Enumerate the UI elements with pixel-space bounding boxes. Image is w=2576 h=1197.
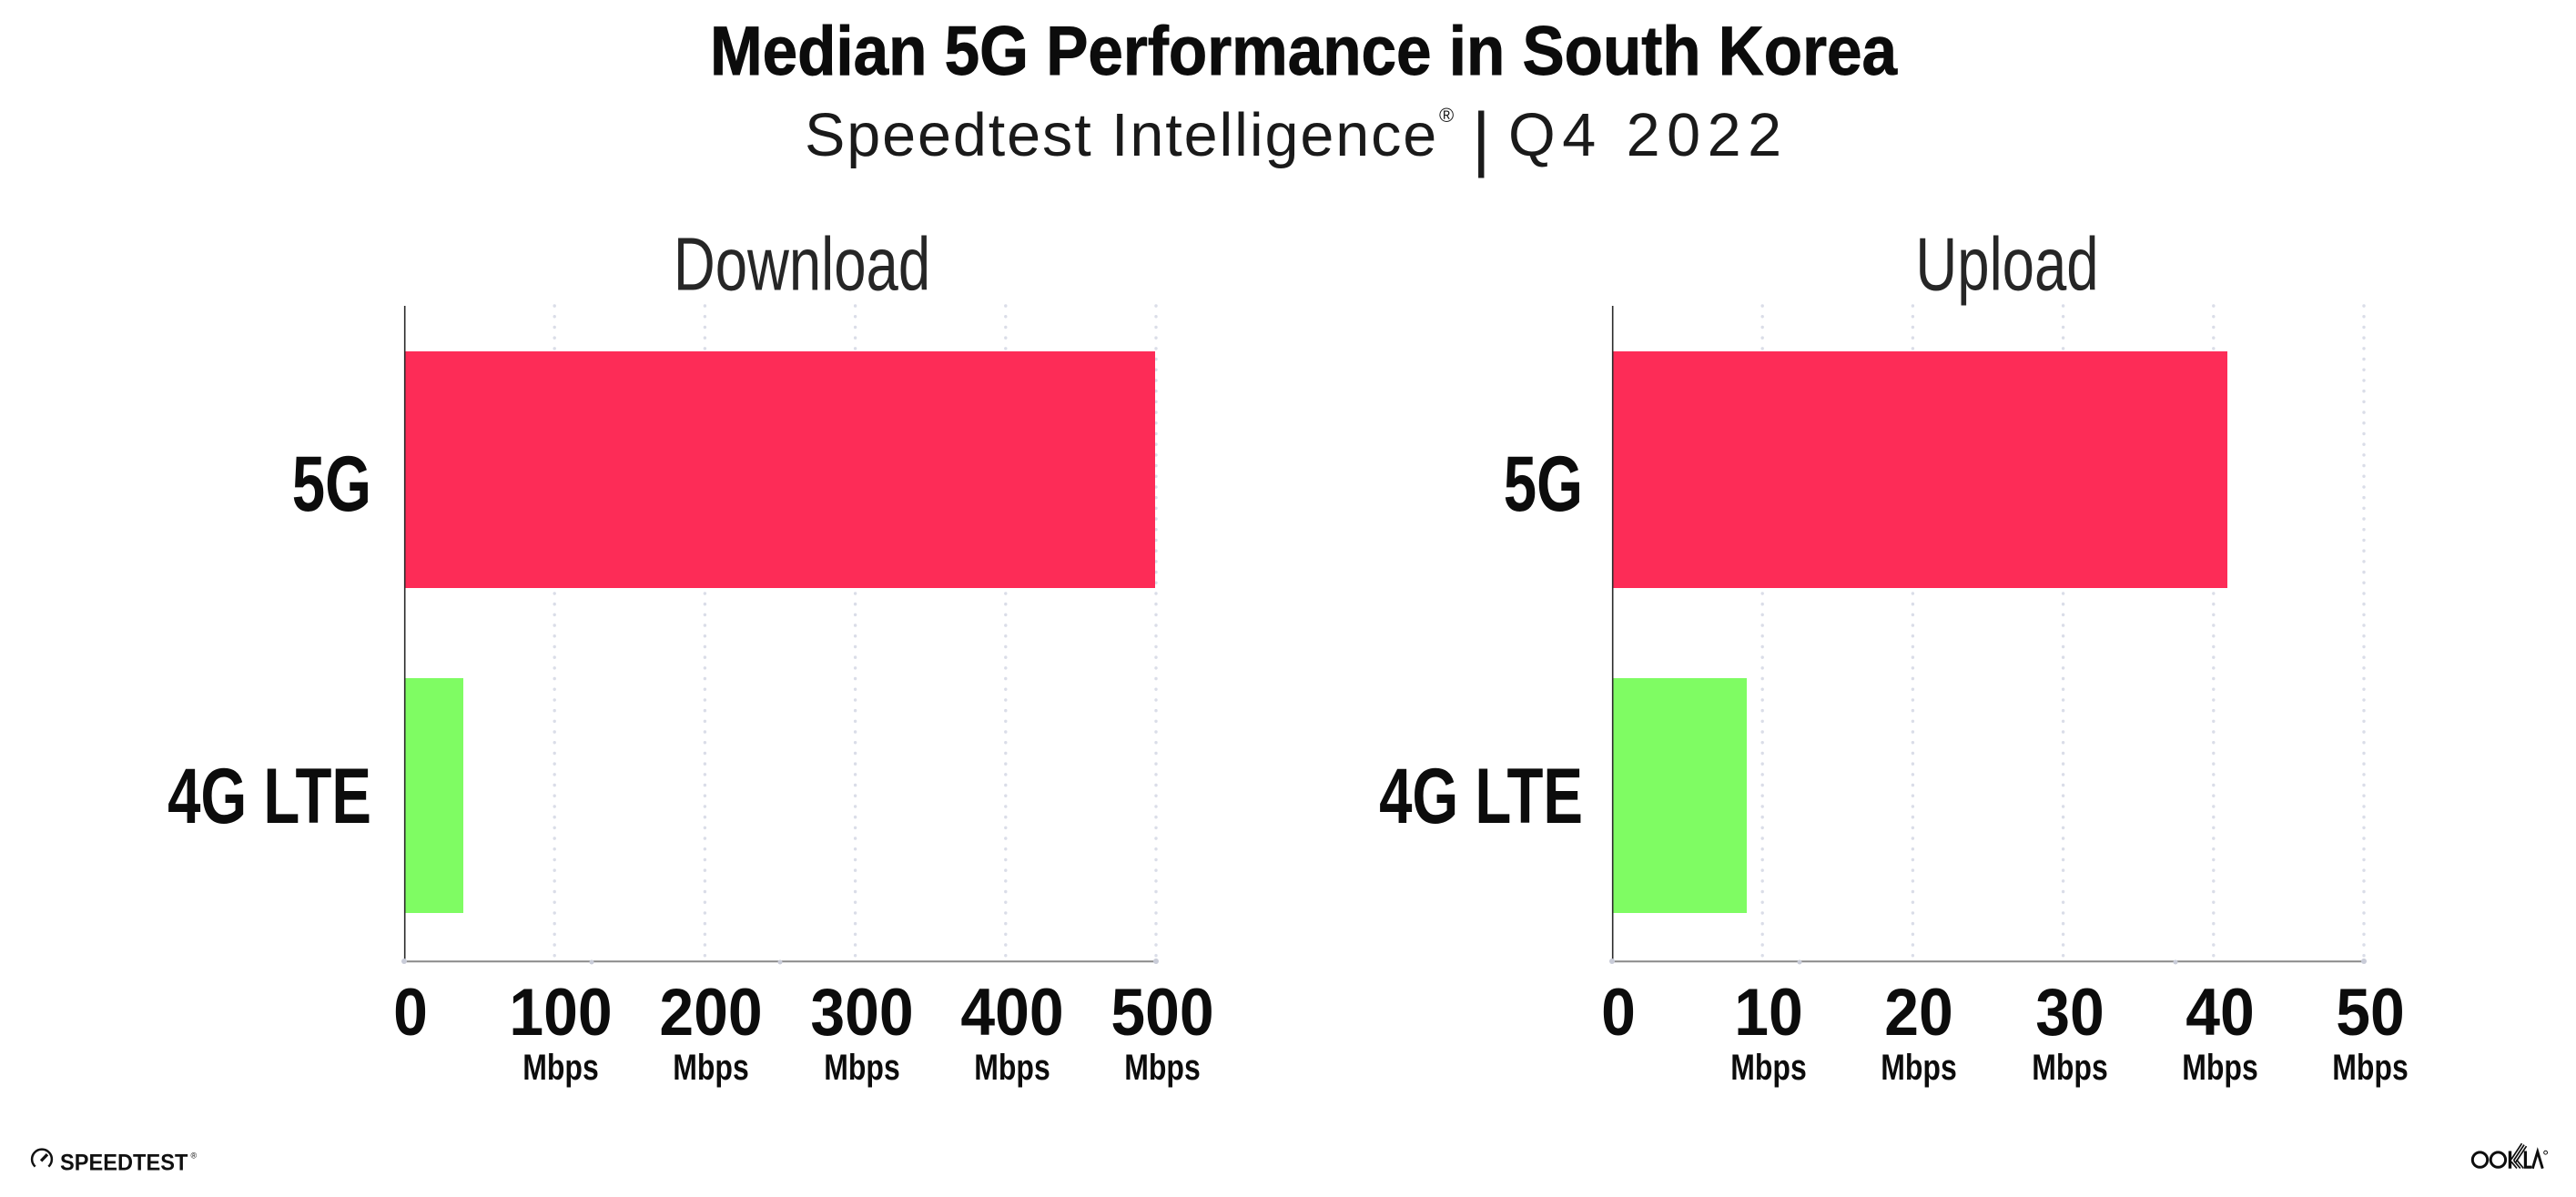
svg-text:Mbps: Mbps: [673, 1047, 749, 1088]
svg-text:Mbps: Mbps: [522, 1047, 599, 1088]
svg-text:200: 200: [659, 975, 762, 1050]
svg-text:0: 0: [393, 975, 428, 1050]
svg-text:300: 300: [810, 975, 913, 1050]
svg-text:|: |: [1472, 97, 1491, 178]
svg-text:100: 100: [509, 975, 612, 1050]
svg-text:Upload: Upload: [1915, 221, 2098, 306]
svg-text:400: 400: [960, 975, 1063, 1050]
svg-text:Mbps: Mbps: [1124, 1047, 1201, 1088]
svg-text:40: 40: [2186, 975, 2255, 1050]
svg-text:0: 0: [1601, 975, 1636, 1050]
svg-text:500: 500: [1111, 975, 1213, 1050]
svg-text:50: 50: [2336, 975, 2405, 1050]
svg-text:5G: 5G: [292, 441, 371, 528]
svg-text:Mbps: Mbps: [2032, 1047, 2108, 1088]
svg-text:®: ®: [1439, 104, 1454, 127]
svg-text:®: ®: [191, 1151, 198, 1161]
svg-text:Speedtest Intelligence: Speedtest Intelligence: [805, 102, 1438, 169]
svg-text:Mbps: Mbps: [2332, 1047, 2409, 1088]
svg-text:Mbps: Mbps: [974, 1047, 1050, 1088]
svg-text:4G LTE: 4G LTE: [167, 753, 371, 840]
svg-text:10: 10: [1734, 975, 1803, 1050]
svg-text:30: 30: [2035, 975, 2104, 1050]
svg-text:SPEEDTEST: SPEEDTEST: [60, 1151, 188, 1176]
svg-text:Mbps: Mbps: [1881, 1047, 1957, 1088]
svg-text:Mbps: Mbps: [1730, 1047, 1807, 1088]
svg-text:20: 20: [1884, 975, 1953, 1050]
svg-text:Mbps: Mbps: [824, 1047, 900, 1088]
svg-text:Q4 2022: Q4 2022: [1508, 102, 1789, 169]
svg-text:Download: Download: [674, 221, 930, 306]
svg-text:Median 5G Performance in South: Median 5G Performance in South Korea: [710, 13, 1898, 90]
svg-text:4G LTE: 4G LTE: [1379, 753, 1583, 840]
svg-text:5G: 5G: [1504, 441, 1583, 528]
svg-text:Mbps: Mbps: [2182, 1047, 2258, 1088]
